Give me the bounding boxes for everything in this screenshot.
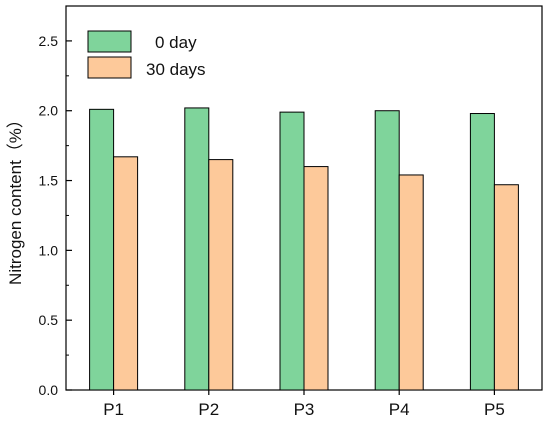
bar-p1-30-days [113,156,139,391]
bar-p2-0-day [184,107,210,391]
legend-label-30-days: 30 days [146,60,206,79]
y-tick-label: 0.0 [39,382,59,398]
y-axis: 0.0 0.5 1.0 1.5 2.0 2.5 [39,33,72,398]
x-tick-label: P2 [198,400,219,419]
x-tick-label: P3 [294,400,315,419]
bar-p4-30-days [398,174,424,391]
legend-label-0-day: 0 day [155,33,197,52]
y-tick-label: 1.5 [39,173,59,189]
bar-p4-0-day [374,110,400,391]
bar-p3-30-days [303,166,329,391]
x-tick-label: P4 [389,400,410,419]
bar-p5-30-days [493,184,519,391]
y-axis-title: Nitrogen content（%） [6,111,25,285]
y-tick-label: 0.5 [39,312,59,328]
x-tick-label: P1 [103,400,124,419]
y-tick-label: 1.0 [39,242,59,258]
legend: 0 day 30 days [87,30,206,79]
bar-p2-30-days [208,159,234,391]
y-tick-label: 2.0 [39,103,59,119]
bar-p3-0-day [279,111,305,391]
legend-swatch-30-days [87,56,132,79]
legend-swatch-0-day [87,30,132,53]
x-tick-label: P5 [484,400,505,419]
bars [89,107,519,391]
x-axis: P1 P2 P3 P4 P5 [103,390,505,419]
y-tick-label: 2.5 [39,33,59,49]
bar-p1-0-day [89,108,115,391]
bar-p5-0-day [469,113,495,391]
